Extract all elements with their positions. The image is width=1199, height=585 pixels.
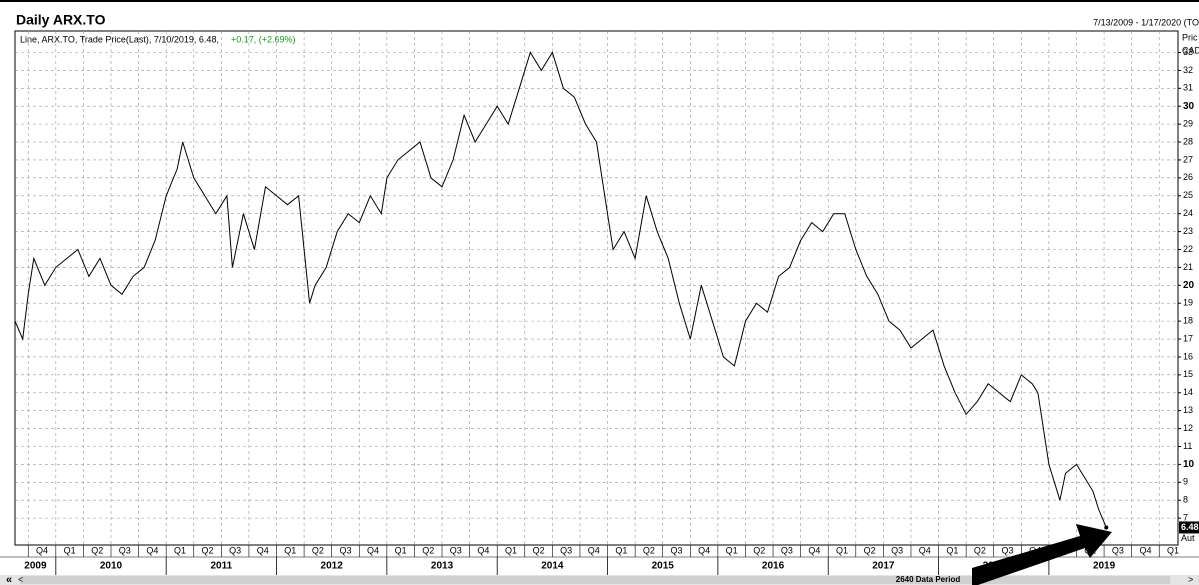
axis-header: CAD bbox=[1182, 45, 1199, 55]
x-tick-label: Q1 bbox=[1167, 545, 1179, 555]
last-price-label: 6.48 bbox=[1181, 522, 1199, 532]
last-price-box bbox=[1179, 521, 1199, 534]
year-label: 2017 bbox=[872, 561, 895, 572]
y-tick-label: 30 bbox=[1183, 101, 1195, 112]
legend-change: +0.17, (+2.69%) bbox=[231, 34, 296, 44]
y-tick-label: 32 bbox=[1183, 65, 1193, 75]
y-tick-label: 22 bbox=[1183, 244, 1193, 254]
x-tick-label: Q4 bbox=[808, 545, 820, 555]
x-tick-label: Q1 bbox=[174, 545, 186, 555]
x-tick-label: Q4 bbox=[257, 545, 269, 555]
y-tick-label: 7 bbox=[1183, 513, 1188, 523]
axis-note: Aut bbox=[1181, 533, 1195, 543]
x-tick-label: Q2 bbox=[974, 545, 986, 555]
x-tick-label: Q2 bbox=[202, 545, 214, 555]
scroll-right[interactable]: > bbox=[1188, 574, 1193, 584]
x-tick-label: Q3 bbox=[560, 545, 572, 555]
y-tick-label: 33 bbox=[1183, 47, 1193, 57]
top-border bbox=[0, 0, 1199, 2]
x-tick-label: Q1 bbox=[284, 545, 296, 555]
x-tick-label: Q1 bbox=[726, 545, 738, 555]
x-tick-label: Q4 bbox=[146, 545, 158, 555]
x-tick-label: Q4 bbox=[698, 545, 710, 555]
x-tick-label: Q1 bbox=[505, 545, 517, 555]
x-tick-label: Q2 bbox=[864, 545, 876, 555]
x-tick-label: Q4 bbox=[367, 545, 379, 555]
x-tick-label: Q2 bbox=[753, 545, 765, 555]
axis-header: Pric bbox=[1182, 32, 1198, 42]
x-tick-label: Q1 bbox=[946, 545, 958, 555]
year-label: 2011 bbox=[210, 561, 232, 572]
y-tick-label: 10 bbox=[1183, 459, 1195, 470]
scroll-left-fast[interactable]: « bbox=[6, 574, 12, 585]
legend-text: Line, ARX.TO, Trade Price(Last), 7/10/20… bbox=[20, 34, 219, 44]
x-tick-label: Q3 bbox=[891, 545, 903, 555]
y-tick-label: 31 bbox=[1183, 83, 1193, 93]
scroll-thumb[interactable] bbox=[20, 576, 1170, 584]
scroll-left[interactable]: < bbox=[18, 574, 23, 584]
x-tick-label: Q1 bbox=[615, 545, 627, 555]
y-tick-label: 29 bbox=[1183, 119, 1193, 129]
x-tick-label: Q3 bbox=[450, 545, 462, 555]
x-tick-label: Q4 bbox=[36, 545, 48, 555]
arrow-annotation bbox=[972, 524, 1112, 585]
y-tick-label: 27 bbox=[1183, 154, 1193, 164]
chart-title: Daily ARX.TO bbox=[16, 12, 106, 28]
y-tick-label: 11 bbox=[1183, 441, 1192, 451]
x-tick-label: Q3 bbox=[781, 545, 793, 555]
x-tick-label: Q4 bbox=[1139, 545, 1151, 555]
x-tick-label: Q2 bbox=[422, 545, 434, 555]
y-tick-label: 23 bbox=[1183, 226, 1193, 236]
price-line bbox=[14, 51, 1107, 528]
y-tick-label: 24 bbox=[1183, 208, 1193, 218]
y-tick-label: 18 bbox=[1183, 316, 1193, 326]
x-tick-label: Q2 bbox=[312, 545, 324, 555]
date-range: 7/13/2009 - 1/17/2020 (TO bbox=[1093, 17, 1199, 27]
year-label: 2010 bbox=[100, 561, 123, 572]
year-label: 2019 bbox=[1093, 561, 1116, 572]
x-tick-label: Q1 bbox=[64, 545, 76, 555]
footer: 2640 Data Period bbox=[896, 575, 961, 584]
year-label: 2013 bbox=[431, 561, 454, 572]
year-label: 2015 bbox=[652, 561, 675, 572]
year-label: 2009 bbox=[24, 561, 47, 572]
y-tick-label: 17 bbox=[1183, 333, 1193, 343]
y-tick-label: 14 bbox=[1183, 387, 1193, 397]
y-tick-label: 28 bbox=[1183, 136, 1193, 146]
y-tick-label: 20 bbox=[1183, 280, 1195, 291]
x-tick-label: Q2 bbox=[643, 545, 655, 555]
x-tick-label: Q4 bbox=[477, 545, 489, 555]
y-tick-label: 25 bbox=[1183, 190, 1193, 200]
x-tick-label: Q3 bbox=[1002, 545, 1014, 555]
x-tick-label: Q2 bbox=[533, 545, 545, 555]
y-tick-label: 8 bbox=[1183, 495, 1188, 505]
y-tick-label: 26 bbox=[1183, 172, 1193, 182]
y-tick-label: 19 bbox=[1183, 298, 1193, 308]
year-label: 2016 bbox=[762, 561, 785, 572]
last-point bbox=[1104, 525, 1109, 530]
x-tick-label: Q3 bbox=[1112, 545, 1124, 555]
plot-frame bbox=[14, 30, 1179, 546]
x-tick-label: Q4 bbox=[919, 545, 931, 555]
x-tick-label: Q3 bbox=[119, 545, 131, 555]
y-tick-label: 16 bbox=[1183, 351, 1193, 361]
y-tick-label: 12 bbox=[1183, 423, 1193, 433]
x-tick-label: Q3 bbox=[339, 545, 351, 555]
x-tick-label: Q1 bbox=[836, 545, 848, 555]
y-tick-label: 15 bbox=[1183, 369, 1193, 379]
x-tick-label: Q3 bbox=[229, 545, 241, 555]
y-tick-label: 9 bbox=[1183, 477, 1188, 487]
x-tick-label: Q2 bbox=[91, 545, 103, 555]
y-tick-label: 13 bbox=[1183, 405, 1193, 415]
year-label: 2014 bbox=[541, 561, 564, 572]
year-label: 2012 bbox=[321, 561, 344, 572]
x-tick-label: Q1 bbox=[395, 545, 407, 555]
x-tick-label: Q3 bbox=[670, 545, 682, 555]
x-tick-label: Q4 bbox=[588, 545, 600, 555]
y-tick-label: 21 bbox=[1183, 262, 1193, 272]
